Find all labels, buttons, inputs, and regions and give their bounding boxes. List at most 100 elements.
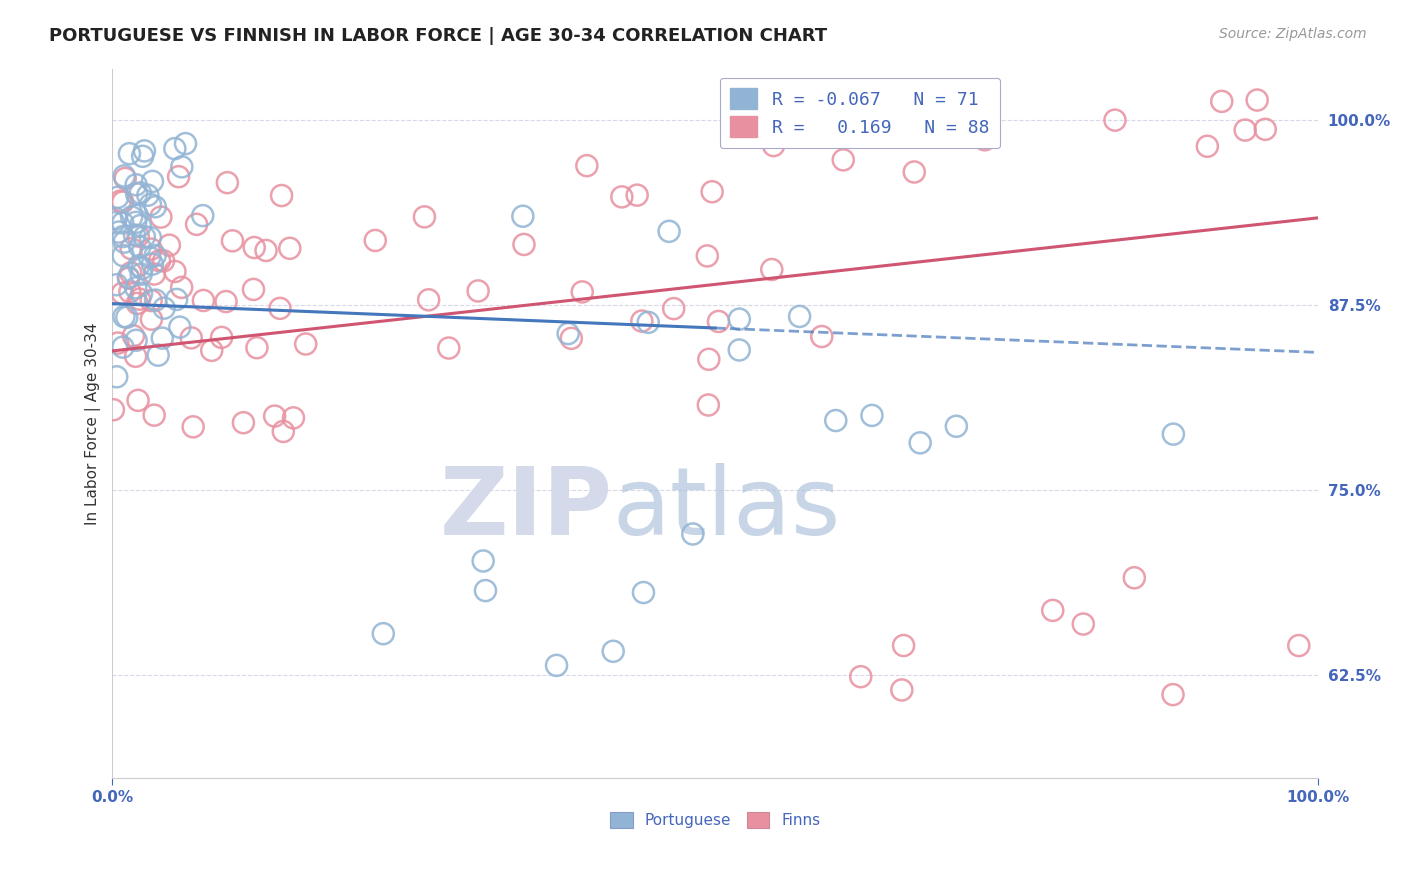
Point [107,336,129,351]
Point [908,435,931,450]
Point [143,200,166,214]
Point [626,188,648,202]
Point [134,144,156,158]
Point [138,251,160,265]
Point [602,644,624,658]
Text: PORTUGUESE VS FINNISH IN LABOR FORCE | AGE 30-34 CORRELATION CHART: PORTUGUESE VS FINNISH IN LABOR FORCE | A… [49,27,827,45]
Point [107,190,129,204]
Point [610,190,633,204]
Point [127,229,149,244]
Point [105,211,128,226]
Point [128,292,150,306]
Point [1042,603,1064,617]
Point [273,425,295,439]
Point [242,282,264,296]
Point [166,293,188,307]
Point [114,171,136,186]
Point [221,234,243,248]
Point [112,169,135,183]
Legend: Portuguese, Finns: Portuguese, Finns [603,806,827,834]
Point [146,348,169,362]
Point [832,153,855,167]
Point [707,314,730,328]
Point [111,340,134,354]
Point [1211,95,1233,109]
Point [728,312,751,326]
Y-axis label: In Labor Force | Age 30-34: In Labor Force | Age 30-34 [86,322,101,524]
Point [945,419,967,434]
Point [128,240,150,254]
Point [112,310,135,324]
Point [810,329,832,343]
Point [728,343,751,357]
Point [697,352,720,367]
Point [125,333,148,347]
Point [115,310,138,325]
Point [263,409,285,423]
Point [575,159,598,173]
Point [170,160,193,174]
Point [129,267,152,281]
Point [121,210,143,224]
Point [136,188,159,202]
Point [143,267,166,281]
Point [849,670,872,684]
Point [111,286,134,301]
Point [270,188,292,202]
Point [437,341,460,355]
Point [1161,688,1184,702]
Point [571,285,593,299]
Point [696,249,718,263]
Point [903,165,925,179]
Point [973,133,995,147]
Point [112,249,135,263]
Point [141,293,163,308]
Point [472,554,495,568]
Point [373,626,395,640]
Point [139,242,162,256]
Point [120,266,142,280]
Point [697,398,720,412]
Point [139,230,162,244]
Point [105,369,128,384]
Point [127,393,149,408]
Text: Source: ZipAtlas.com: Source: ZipAtlas.com [1219,27,1367,41]
Point [169,320,191,334]
Point [111,229,134,244]
Point [1197,139,1219,153]
Point [131,261,153,276]
Point [700,185,723,199]
Point [269,301,291,316]
Point [201,343,224,358]
Point [145,293,167,307]
Point [418,293,440,307]
Point [157,238,180,252]
Point [152,253,174,268]
Point [143,248,166,262]
Point [682,527,704,541]
Point [860,409,883,423]
Point [890,682,912,697]
Point [124,349,146,363]
Point [232,416,254,430]
Point [124,227,146,242]
Point [557,326,579,341]
Point [474,583,496,598]
Point [163,142,186,156]
Point [125,281,148,295]
Point [170,280,193,294]
Point [105,277,128,292]
Point [129,186,152,200]
Point [1071,617,1094,632]
Point [180,331,202,345]
Point [125,186,148,201]
Point [1254,122,1277,136]
Point [118,285,141,299]
Point [761,262,783,277]
Point [824,413,846,427]
Point [174,136,197,151]
Point [1123,571,1146,585]
Point [117,270,139,285]
Point [167,169,190,184]
Point [217,176,239,190]
